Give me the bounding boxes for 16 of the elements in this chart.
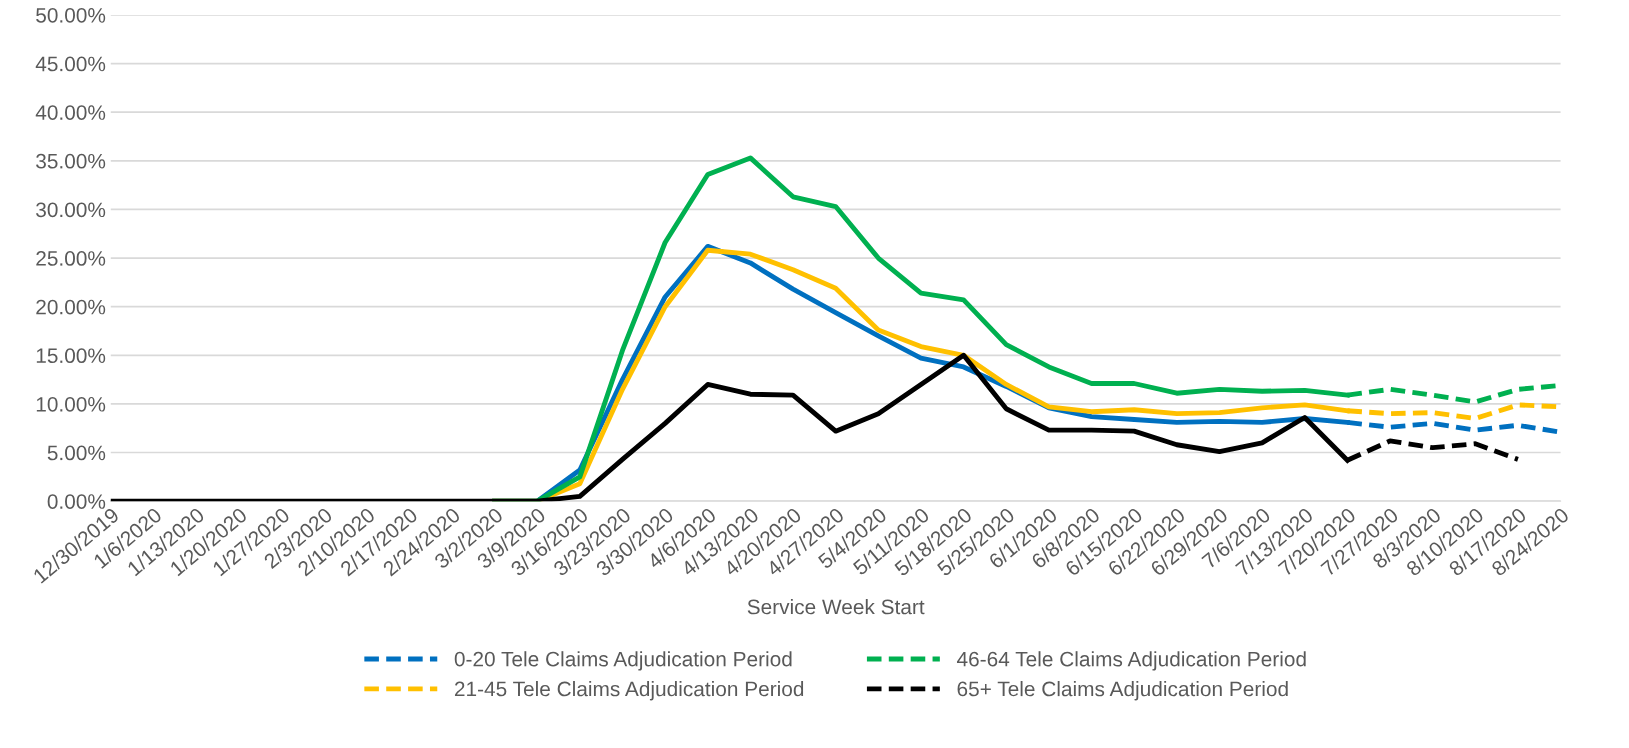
y-tick-label: 35.00%: [36, 153, 106, 169]
y-tick-label: 40.00%: [35, 105, 106, 120]
y-tick-label: 15.00%: [36, 348, 106, 364]
legend-label: 0-20 Tele Claims Adjudication Period: [454, 651, 792, 671]
x-axis-title: Service Week Start: [747, 599, 925, 615]
y-tick-label: 50.00%: [36, 7, 106, 23]
y-tick-label: 30.00%: [36, 202, 106, 218]
y-tick-label: 10.00%: [36, 396, 106, 412]
legend-label: 65+ Tele Claims Adjudication Period: [957, 681, 1288, 701]
y-tick-label: 25.00%: [36, 251, 106, 266]
y-tick-label: 5.00%: [47, 445, 106, 461]
y-tick-label: 0.00%: [47, 494, 106, 509]
y-tick-label: 45.00%: [35, 56, 106, 72]
legend-label: 21-45 Tele Claims Adjudication Period: [454, 681, 804, 701]
legend-label: 46-64 Tele Claims Adjudication Period: [956, 651, 1306, 671]
y-tick-label: 20.00%: [36, 299, 106, 315]
